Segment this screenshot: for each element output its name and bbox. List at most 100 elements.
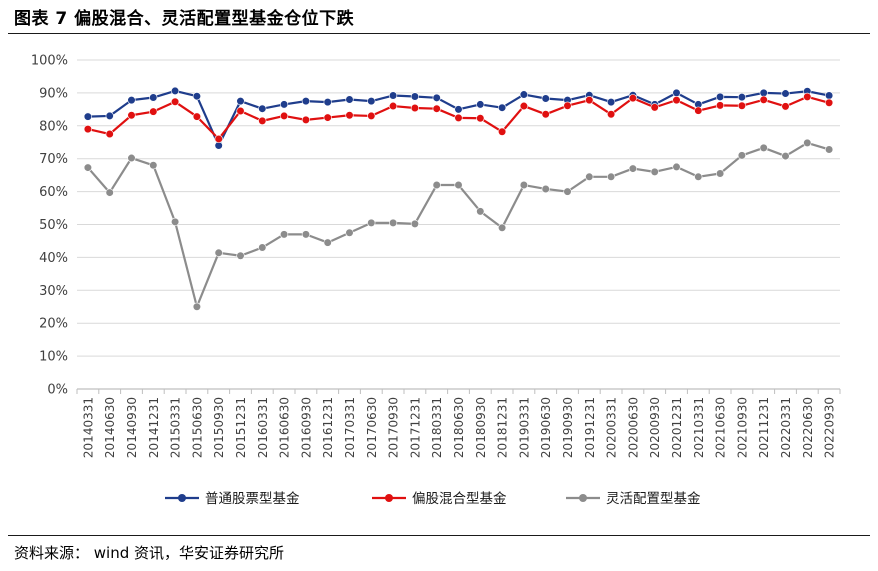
data-point	[498, 103, 507, 112]
series-3	[83, 138, 834, 311]
x-tick-label: 20160630	[278, 397, 292, 458]
legend-marker	[579, 494, 587, 502]
x-tick-label: 20210630	[714, 397, 728, 458]
x-tick-label: 20150630	[190, 397, 204, 458]
data-point	[410, 103, 420, 113]
series-layer	[83, 86, 834, 311]
data-point	[606, 98, 616, 107]
axis-layer: 0% 10% 20% 30% 40% 50% 60% 70% 80% 90% 100% 2014033…	[31, 54, 841, 458]
data-point	[694, 172, 703, 181]
x-tick-label: 20200930	[648, 397, 662, 458]
data-point	[715, 92, 725, 101]
bottom-rule	[8, 535, 870, 536]
x-tick-label: 20170331	[343, 397, 357, 458]
data-point	[345, 228, 354, 237]
x-tick-label: 20210331	[692, 397, 706, 458]
x-tick-label: 20211231	[757, 397, 771, 458]
data-point	[737, 151, 747, 160]
data-point	[301, 230, 311, 239]
data-point	[824, 145, 834, 154]
data-point	[498, 127, 507, 136]
data-point	[367, 218, 376, 227]
data-point	[214, 134, 223, 144]
data-point	[258, 104, 267, 113]
y-tick-label: 20%	[39, 317, 68, 332]
data-point	[476, 100, 485, 109]
x-tick-label: 20190331	[517, 397, 531, 458]
x-tick-label: 20200331	[605, 397, 619, 458]
data-point	[389, 101, 398, 111]
data-point	[258, 116, 267, 125]
x-tick-label: 20170930	[387, 397, 401, 458]
data-point	[280, 111, 289, 121]
data-point	[781, 89, 790, 98]
data-point	[105, 188, 114, 197]
data-point	[192, 92, 201, 101]
series-2	[83, 92, 834, 144]
data-point	[824, 91, 834, 100]
y-tick-label: 100%	[31, 54, 68, 69]
y-tick-label: 0%	[47, 383, 68, 398]
x-tick-label: 20180930	[474, 397, 488, 458]
data-point	[149, 161, 158, 170]
x-tick-label: 20181231	[496, 397, 510, 458]
data-point	[389, 218, 398, 227]
source-note: 资料来源： wind 资讯，华安证券研究所	[14, 544, 285, 562]
data-point	[149, 93, 158, 102]
legend-label: 偏股混合型基金	[412, 490, 507, 507]
data-point	[171, 217, 180, 226]
x-tick-label: 20201231	[670, 397, 684, 458]
x-tick-label: 20220930	[823, 397, 837, 458]
legend-label: 普通股票型基金	[205, 490, 300, 507]
data-point	[650, 167, 659, 176]
x-tick-label: 20141231	[147, 397, 161, 458]
data-point	[367, 111, 376, 121]
data-point	[345, 111, 354, 120]
data-point	[606, 110, 616, 119]
data-point	[432, 93, 441, 102]
data-point	[83, 112, 92, 121]
x-tick-label: 20191231	[583, 397, 597, 458]
x-tick-label: 20160930	[299, 397, 313, 458]
x-tick-label: 20220331	[779, 397, 793, 458]
data-point	[781, 151, 790, 161]
data-point	[650, 103, 659, 112]
data-point	[127, 111, 136, 120]
data-point	[606, 172, 616, 181]
x-tick-label: 20150930	[212, 397, 226, 458]
data-point	[803, 138, 812, 148]
grid-layer	[77, 59, 840, 357]
data-point	[280, 100, 289, 109]
data-point	[476, 207, 485, 216]
data-point	[105, 111, 114, 121]
y-tick-label: 10%	[39, 350, 68, 365]
chart-title: 图表 7 偏股混合、灵活配置型基金仓位下跌	[14, 9, 355, 29]
x-tick-label: 20190930	[561, 397, 575, 458]
data-point	[454, 105, 463, 114]
data-point	[127, 96, 136, 105]
legend-label: 灵活配置型基金	[606, 490, 701, 507]
data-point	[672, 88, 681, 97]
top-rule	[8, 33, 870, 34]
data-point	[301, 115, 311, 124]
data-point	[236, 251, 245, 260]
x-tick-label: 20161231	[321, 397, 335, 458]
data-point	[432, 180, 441, 190]
x-tick-label: 20200630	[626, 397, 640, 458]
data-point	[280, 230, 289, 239]
data-point	[563, 101, 572, 110]
data-point	[454, 180, 463, 190]
data-point	[323, 113, 332, 122]
y-tick-label: 40%	[39, 251, 68, 266]
data-point	[737, 101, 747, 110]
data-point	[672, 96, 681, 105]
data-point	[454, 113, 463, 123]
data-point	[171, 97, 180, 106]
data-point	[715, 169, 725, 178]
data-point	[541, 94, 550, 103]
data-point	[824, 98, 834, 107]
data-point	[759, 95, 768, 104]
x-tick-label: 20170630	[365, 397, 379, 458]
legend: 普通股票型基金 偏股混合型基金 灵活配置型基金	[165, 490, 701, 507]
data-point	[432, 104, 441, 113]
